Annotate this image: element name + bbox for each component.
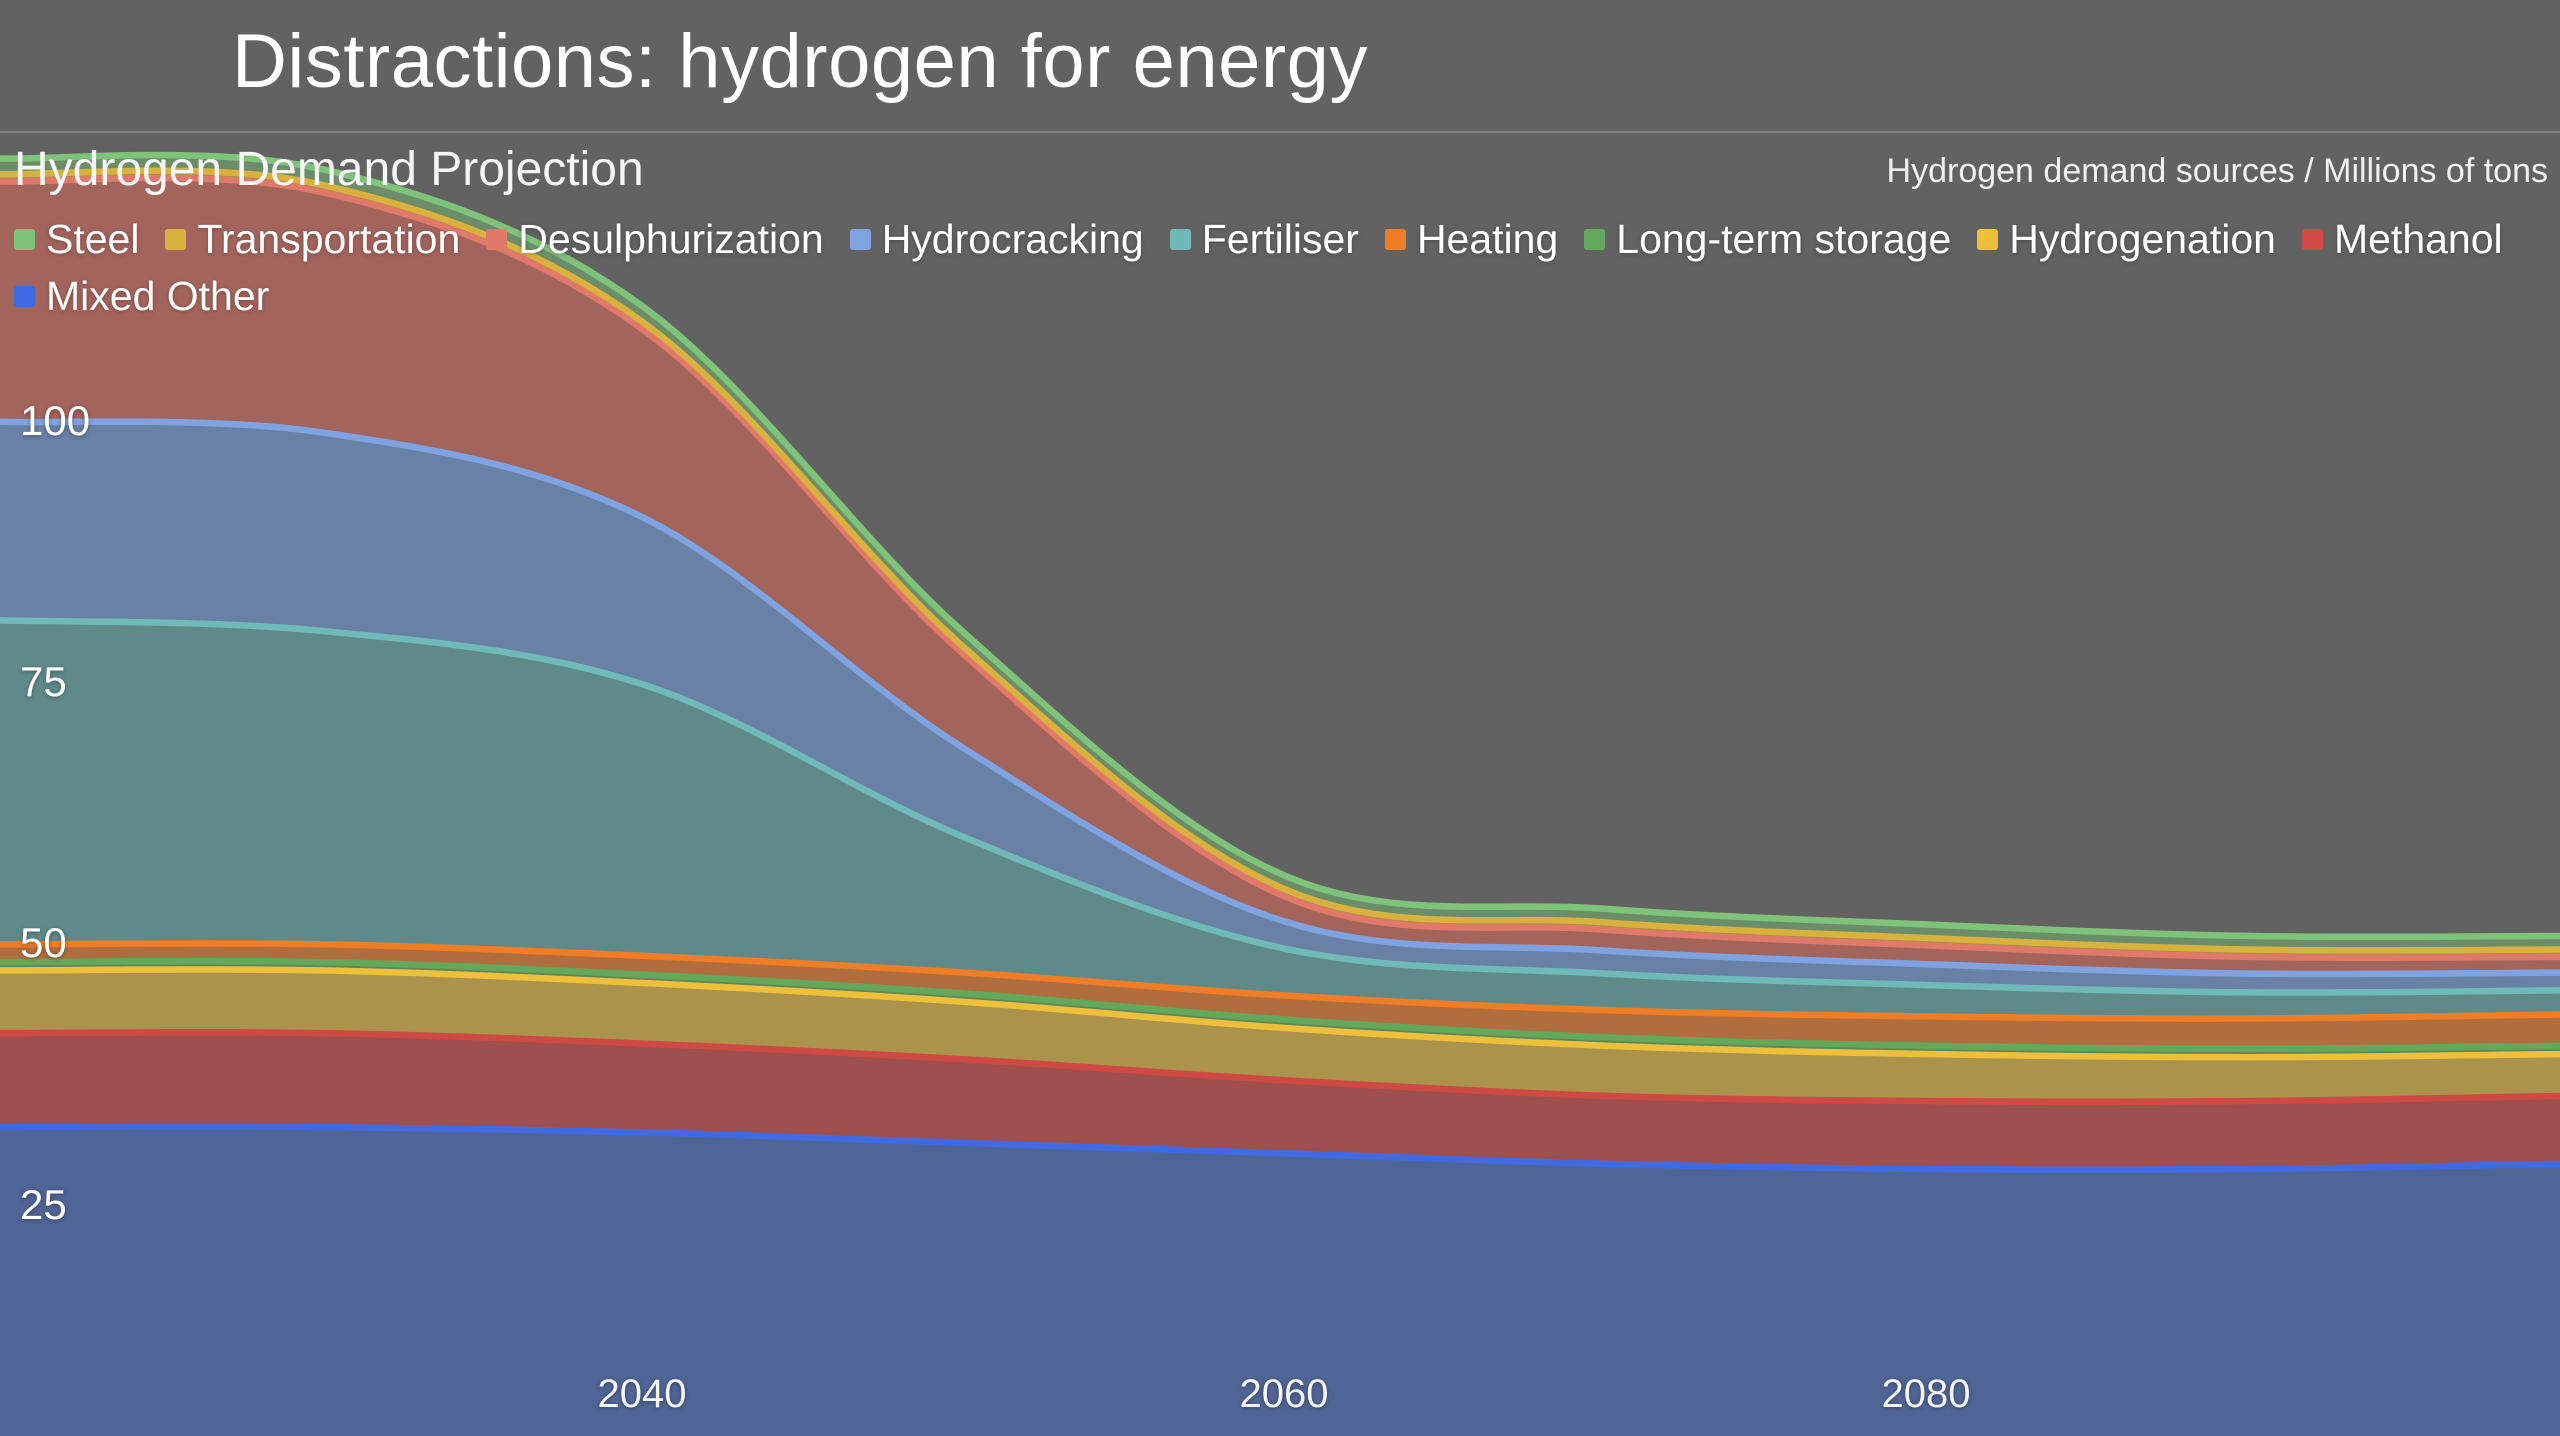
area-fertiliser: [0, 620, 2560, 1019]
line-steel: [0, 151, 2560, 941]
legend-swatch-icon: [849, 229, 871, 250]
legend-item-steel: Steel: [14, 216, 139, 263]
legend-item-hydrocracking: Hydrocracking: [849, 216, 1144, 263]
legend-swatch-icon: [1584, 229, 1606, 250]
legend-item-mixed-other: Mixed Other: [14, 273, 269, 320]
line-desulphurization: [0, 174, 2560, 961]
legend-item-fertiliser: Fertiliser: [1169, 216, 1359, 263]
line-transportation: [0, 167, 2560, 954]
legend-label: Hydrocracking: [881, 216, 1144, 262]
legend-item-heating: Heating: [1384, 216, 1559, 263]
legend-label: Desulphurization: [518, 216, 824, 262]
line-mixed-other: [0, 1123, 2560, 1173]
legend-label: Methanol: [2333, 216, 2503, 262]
x-axis-tick-label: 2060: [1239, 1372, 1329, 1416]
chart-legend: Steel Transportation Desulphurization Hydro…: [14, 216, 2548, 320]
y-axis-tick-label: 25: [20, 1180, 67, 1228]
legend-swatch-icon: [2301, 229, 2323, 250]
x-axis-tick-label: 2040: [597, 1372, 687, 1416]
line-long-term-storage: [0, 957, 2560, 1053]
area-hydrogenation: [0, 969, 2560, 1102]
legend-swatch-icon: [1384, 229, 1406, 250]
legend-label: Heating: [1416, 216, 1559, 262]
area-hydrocracking: [0, 421, 2560, 993]
legend-label: Hydrogenation: [2009, 216, 2276, 262]
area-desulphurization: [0, 178, 2560, 974]
legend-label: Mixed Other: [46, 273, 270, 319]
chart-title: Hydrogen Demand Projection: [14, 143, 644, 196]
y-axis-tick-label: 75: [20, 658, 67, 706]
legend-item-transportation: Transportation: [165, 216, 460, 263]
legend-swatch-icon: [14, 229, 35, 250]
legend-swatch-icon: [486, 229, 508, 250]
legend-item-desulphurization: Desulphurization: [486, 216, 824, 263]
line-fertiliser: [0, 617, 2560, 996]
legend-item-hydrogenation: Hydrogenation: [1977, 216, 2276, 263]
area-mixed-other: [0, 1126, 2560, 1436]
area-methanol: [0, 1032, 2560, 1170]
header-divider: [0, 131, 2560, 133]
line-hydrogenation: [0, 966, 2560, 1061]
legend-label: Transportation: [197, 216, 461, 262]
line-methanol: [0, 1029, 2560, 1105]
line-heating: [0, 940, 2560, 1022]
legend-item-methanol: Methanol: [2301, 216, 2503, 263]
line-hydrocracking: [0, 418, 2560, 978]
legend-swatch-icon: [14, 286, 35, 307]
legend-swatch-icon: [1169, 229, 1191, 250]
legend-label: Long-term storage: [1616, 216, 1952, 262]
legend-item-long-term-storage: Long-term storage: [1584, 216, 1951, 263]
chart-units-label: Hydrogen demand sources / Millions of to…: [1886, 152, 2548, 190]
legend-swatch-icon: [1977, 229, 1999, 250]
legend-label: Fertiliser: [1201, 216, 1359, 262]
x-axis-tick-label: 2080: [1881, 1372, 1971, 1416]
y-axis-tick-label: 50: [20, 919, 67, 967]
y-axis-tick-label: 100: [20, 396, 91, 444]
page-title: Distractions: hydrogen for energy: [232, 19, 1368, 104]
legend-swatch-icon: [165, 229, 187, 250]
legend-label: Steel: [46, 216, 140, 262]
